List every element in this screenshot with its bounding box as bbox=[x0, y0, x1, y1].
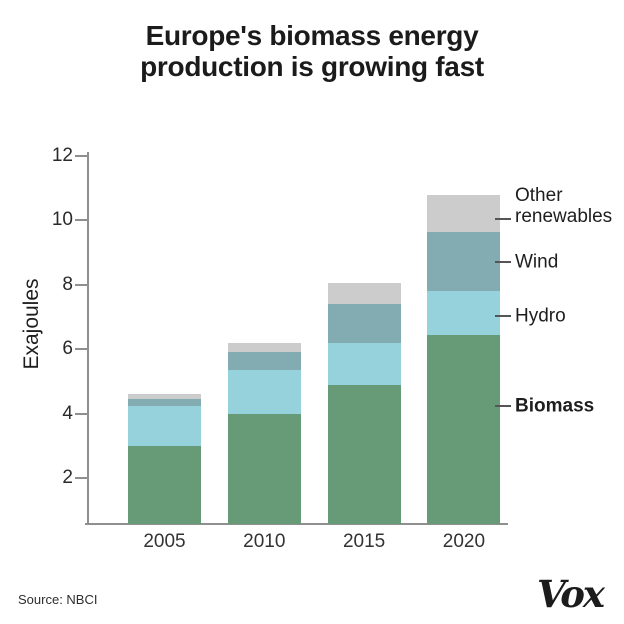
y-tick-label: 12 bbox=[51, 145, 73, 166]
bar-segment-biomass bbox=[227, 413, 301, 524]
y-tick-mark bbox=[75, 348, 87, 351]
vox-logo: Vox bbox=[536, 572, 605, 616]
bar-segment-biomass bbox=[427, 334, 501, 524]
bar-segment-wind bbox=[227, 352, 301, 371]
annotation-leader-line bbox=[495, 218, 511, 220]
y-tick-mark bbox=[75, 477, 87, 479]
y-tick-mark bbox=[75, 219, 87, 222]
annotation-label: Other renewables bbox=[515, 185, 613, 227]
annotation-leader-line bbox=[495, 405, 511, 407]
y-tick-label: 8 bbox=[62, 273, 73, 295]
y-axis-line bbox=[87, 152, 89, 524]
chart-title-line1: Europe's biomass energy bbox=[145, 20, 479, 51]
y-tick-mark bbox=[75, 283, 87, 286]
x-tick-label: 2005 bbox=[143, 531, 186, 552]
chart-title: Europe's biomass energy production is gr… bbox=[0, 20, 624, 82]
y-tick-label: 10 bbox=[51, 209, 73, 231]
annotation-label: Hydro bbox=[515, 305, 566, 327]
y-tick-mark bbox=[75, 155, 87, 157]
x-axis-line bbox=[85, 523, 508, 525]
bar-segment-biomass bbox=[327, 384, 401, 524]
chart-title-line2: production is growing fast bbox=[140, 51, 484, 82]
bar-segment-hydro bbox=[128, 405, 201, 446]
annotation-leader-line bbox=[495, 315, 511, 317]
bar-segment-other-renewables bbox=[327, 283, 401, 305]
bar-segment-wind bbox=[427, 231, 501, 292]
bar-segment-hydro bbox=[427, 291, 501, 335]
x-tick-label: 2020 bbox=[442, 531, 486, 552]
y-tick-label: 2 bbox=[62, 467, 73, 488]
source-note: Source: NBCI bbox=[18, 592, 98, 607]
annotation-label: Biomass bbox=[515, 395, 595, 417]
bar-segment-other-renewables bbox=[128, 394, 201, 400]
bar-segment-wind bbox=[327, 304, 401, 343]
x-tick-label: 2015 bbox=[342, 531, 386, 552]
bar-segment-other-renewables bbox=[427, 194, 501, 232]
annotation-label: Wind bbox=[515, 251, 559, 273]
bar-segment-hydro bbox=[327, 342, 401, 385]
y-tick-label: 4 bbox=[62, 402, 73, 424]
bar-segment-biomass bbox=[128, 445, 201, 524]
y-tick-mark bbox=[75, 412, 87, 415]
annotation-leader-line bbox=[495, 261, 511, 263]
x-tick-label: 2010 bbox=[243, 531, 286, 552]
bar-segment-hydro bbox=[227, 370, 301, 414]
bar-segment-other-renewables bbox=[227, 342, 301, 353]
y-tick-label: 6 bbox=[62, 338, 73, 360]
bar-segment-wind bbox=[128, 399, 201, 406]
